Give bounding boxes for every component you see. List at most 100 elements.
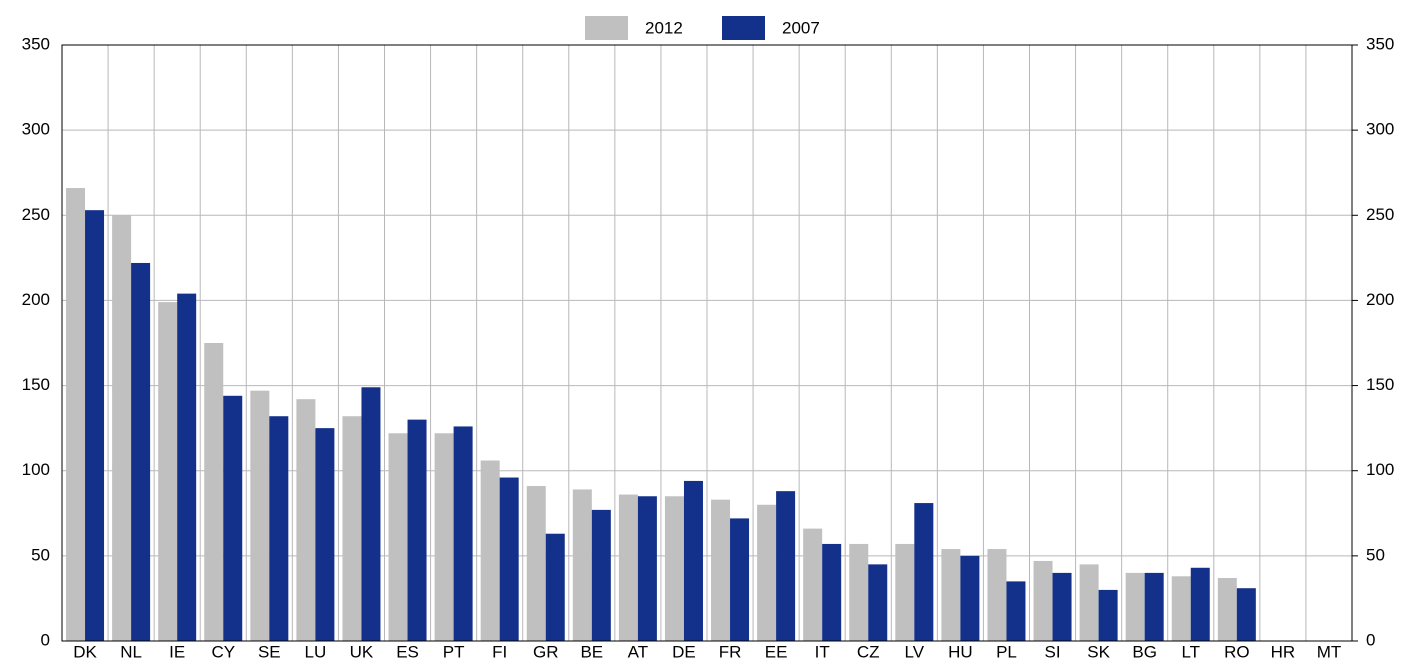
bar bbox=[112, 215, 132, 642]
x-tick-label: FI bbox=[492, 642, 507, 658]
plot-frame bbox=[61, 44, 1353, 642]
bar bbox=[434, 433, 454, 641]
y-tick-label: 150 bbox=[22, 375, 50, 394]
x-tick-label: SE bbox=[258, 642, 281, 658]
x-tick-label: HU bbox=[948, 642, 973, 658]
bar bbox=[177, 293, 197, 641]
bar bbox=[1171, 576, 1191, 641]
bar bbox=[1006, 581, 1026, 641]
bar bbox=[85, 210, 105, 642]
x-tick-label: BE bbox=[580, 642, 603, 658]
x-tick-label: HR bbox=[1271, 642, 1296, 658]
bar bbox=[776, 491, 796, 641]
y-tick-label: 100 bbox=[22, 460, 50, 479]
bar bbox=[499, 477, 519, 641]
x-tick-label: NL bbox=[120, 642, 142, 658]
x-tick-label: RO bbox=[1224, 642, 1250, 658]
bar bbox=[545, 533, 565, 641]
bar bbox=[618, 494, 638, 641]
x-tick-label: IE bbox=[169, 642, 185, 658]
bar bbox=[1236, 588, 1256, 641]
legend-swatch bbox=[722, 16, 765, 40]
bar bbox=[572, 489, 592, 641]
bar bbox=[803, 528, 823, 641]
x-tick-label: MT bbox=[1317, 642, 1342, 658]
legend-swatch bbox=[585, 16, 628, 40]
bar bbox=[1098, 589, 1118, 641]
y-tick-label: 350 bbox=[22, 34, 50, 53]
bar bbox=[480, 460, 500, 641]
bar bbox=[250, 390, 270, 641]
bar bbox=[683, 480, 703, 641]
bar bbox=[204, 343, 224, 641]
y2-tick-label: 200 bbox=[1366, 290, 1394, 309]
bar bbox=[1144, 572, 1164, 641]
y2-tick-label: 0 bbox=[1366, 630, 1375, 649]
x-tick-label: ES bbox=[396, 642, 419, 658]
bar bbox=[1079, 564, 1099, 641]
bar bbox=[453, 426, 473, 641]
x-tick-label: AT bbox=[628, 642, 648, 658]
x-tick-label: FR bbox=[719, 642, 742, 658]
bar bbox=[849, 543, 869, 641]
bar bbox=[895, 543, 915, 641]
x-tick-label: DE bbox=[672, 642, 696, 658]
bar bbox=[526, 486, 546, 641]
bar bbox=[296, 399, 316, 641]
x-tick-label: CY bbox=[211, 642, 235, 658]
y-tick-label: 50 bbox=[31, 545, 50, 564]
bar bbox=[223, 395, 243, 641]
x-tick-label: GR bbox=[533, 642, 559, 658]
bar bbox=[987, 549, 1007, 641]
bar bbox=[269, 416, 289, 641]
y2-tick-label: 150 bbox=[1366, 375, 1394, 394]
bar bbox=[131, 262, 151, 641]
bar bbox=[1217, 577, 1237, 641]
bar bbox=[960, 555, 980, 641]
bar bbox=[637, 496, 657, 641]
y-tick-label: 250 bbox=[22, 205, 50, 224]
legend-label: 2007 bbox=[782, 18, 820, 37]
bar bbox=[407, 419, 427, 641]
y2-tick-label: 300 bbox=[1366, 120, 1394, 139]
bar bbox=[914, 503, 934, 641]
x-tick-label: LV bbox=[905, 642, 925, 658]
x-tick-label: BG bbox=[1132, 642, 1157, 658]
x-tick-label: PL bbox=[996, 642, 1017, 658]
y-tick-label: 200 bbox=[22, 290, 50, 309]
y-tick-label: 300 bbox=[22, 120, 50, 139]
legend-label: 2012 bbox=[645, 18, 683, 37]
x-tick-label: UK bbox=[350, 642, 374, 658]
x-tick-label: EE bbox=[765, 642, 788, 658]
bar bbox=[1190, 567, 1210, 641]
bar bbox=[757, 504, 777, 641]
x-tick-label: CZ bbox=[857, 642, 880, 658]
bar bbox=[361, 387, 381, 641]
y-tick-label: 0 bbox=[41, 630, 50, 649]
bar bbox=[342, 416, 362, 641]
y2-tick-label: 250 bbox=[1366, 205, 1394, 224]
bar bbox=[591, 509, 611, 641]
x-tick-label: SK bbox=[1087, 642, 1110, 658]
bar bbox=[1125, 572, 1145, 641]
bar bbox=[315, 428, 335, 641]
x-tick-label: LU bbox=[305, 642, 327, 658]
bar bbox=[868, 564, 888, 641]
bar bbox=[822, 543, 842, 641]
bar bbox=[1052, 572, 1072, 641]
y2-tick-label: 50 bbox=[1366, 545, 1385, 564]
x-tick-label: SI bbox=[1045, 642, 1061, 658]
bar bbox=[664, 496, 684, 641]
bar bbox=[66, 188, 86, 642]
y2-tick-label: 350 bbox=[1366, 34, 1394, 53]
bar bbox=[941, 549, 961, 641]
bar bbox=[158, 302, 178, 641]
x-tick-label: PT bbox=[443, 642, 465, 658]
x-tick-label: IT bbox=[815, 642, 830, 658]
bar bbox=[730, 518, 750, 641]
bar bbox=[388, 433, 408, 641]
x-tick-label: LT bbox=[1181, 642, 1200, 658]
x-tick-label: DK bbox=[73, 642, 97, 658]
bar bbox=[1033, 560, 1053, 641]
